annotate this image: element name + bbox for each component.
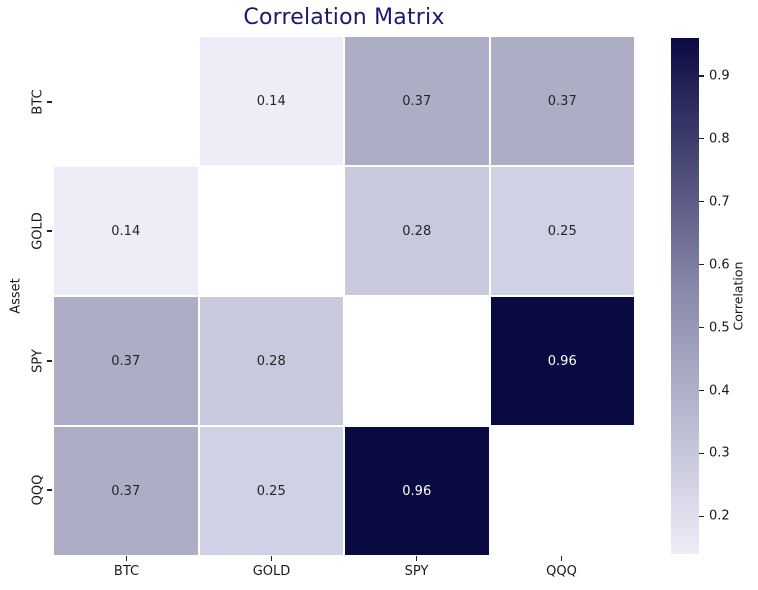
x-tick-mark — [125, 556, 128, 561]
colorbar-tick-label: 0.4 — [709, 383, 730, 398]
colorbar-label: Correlation — [730, 261, 746, 331]
heatmap-cell-gold-spy: 0.28 — [345, 167, 489, 295]
x-tick-label: QQQ — [546, 564, 577, 579]
colorbar-tick-label: 0.6 — [709, 257, 730, 273]
colorbar-tick-mark — [699, 389, 704, 392]
heatmap-cell-spy-qqq: 0.96 — [490, 297, 634, 425]
colorbar-tick-label: 0.2 — [709, 508, 730, 524]
colorbar-tick-label: 0.8 — [709, 131, 730, 147]
heatmap-cell-qqq-btc: 0.37 — [54, 427, 198, 555]
colorbar-tick-label: 0.9 — [709, 68, 730, 84]
colorbar-tick-label: 0.3 — [709, 445, 730, 461]
heatmap-cell-btc-btc — [54, 37, 198, 165]
colorbar-tick-label: 0.7 — [709, 194, 730, 210]
y-tick-label: BTC — [30, 89, 46, 115]
colorbar-ticks: 0.9 0.8 0.7 0.6 0.5 0.4 0.3 0.2 — [699, 38, 758, 554]
x-tick-label: SPY — [404, 564, 429, 579]
colorbar-tick-mark — [699, 263, 704, 266]
heatmap-cell-btc-spy: 0.37 — [345, 37, 489, 165]
colorbar-tick-mark — [699, 75, 704, 77]
x-tick-label: BTC — [113, 564, 140, 579]
heatmap-cell-spy-btc: 0.37 — [54, 297, 198, 425]
x-tick-label: GOLD — [252, 564, 291, 579]
heatmap-cell-gold-gold — [199, 167, 343, 295]
y-tick-label: QQQ — [30, 474, 46, 506]
heatmap-grid: 0.14 0.37 0.37 0.14 0.28 0.25 0.37 0.28 … — [54, 37, 634, 555]
heatmap-cell-qqq-gold: 0.25 — [199, 427, 343, 555]
y-tick-mark — [47, 360, 52, 362]
y-axis-title: Asset — [8, 278, 24, 314]
colorbar-tick-label: 0.5 — [709, 320, 730, 336]
y-tick-mark — [47, 101, 52, 103]
colorbar-tick-mark — [699, 137, 704, 140]
y-tick-mark — [47, 230, 52, 232]
heatmap-cell-qqq-qqq — [490, 427, 634, 555]
colorbar-tick-mark — [699, 452, 704, 455]
colorbar-gradient — [671, 38, 699, 554]
x-tick-mark — [560, 556, 563, 561]
colorbar-tick-mark — [699, 515, 704, 518]
colorbar-tick-mark — [699, 326, 704, 329]
heatmap-cell-qqq-spy: 0.96 — [345, 427, 489, 555]
x-tick-mark — [270, 556, 273, 561]
x-tick-mark — [415, 556, 418, 561]
y-tick-mark — [47, 489, 52, 491]
y-tick-label: GOLD — [30, 212, 46, 250]
y-tick-label: SPY — [30, 349, 46, 373]
chart-title: Correlation Matrix — [243, 5, 445, 30]
heatmap-cell-spy-spy — [345, 297, 489, 425]
heatmap-cell-btc-qqq: 0.37 — [490, 37, 634, 165]
heatmap-cell-gold-btc: 0.14 — [54, 167, 198, 295]
heatmap-cell-btc-gold: 0.14 — [199, 37, 343, 165]
heatmap-cell-gold-qqq: 0.25 — [490, 167, 634, 295]
heatmap-cell-spy-gold: 0.28 — [199, 297, 343, 425]
colorbar-tick-mark — [699, 200, 704, 203]
